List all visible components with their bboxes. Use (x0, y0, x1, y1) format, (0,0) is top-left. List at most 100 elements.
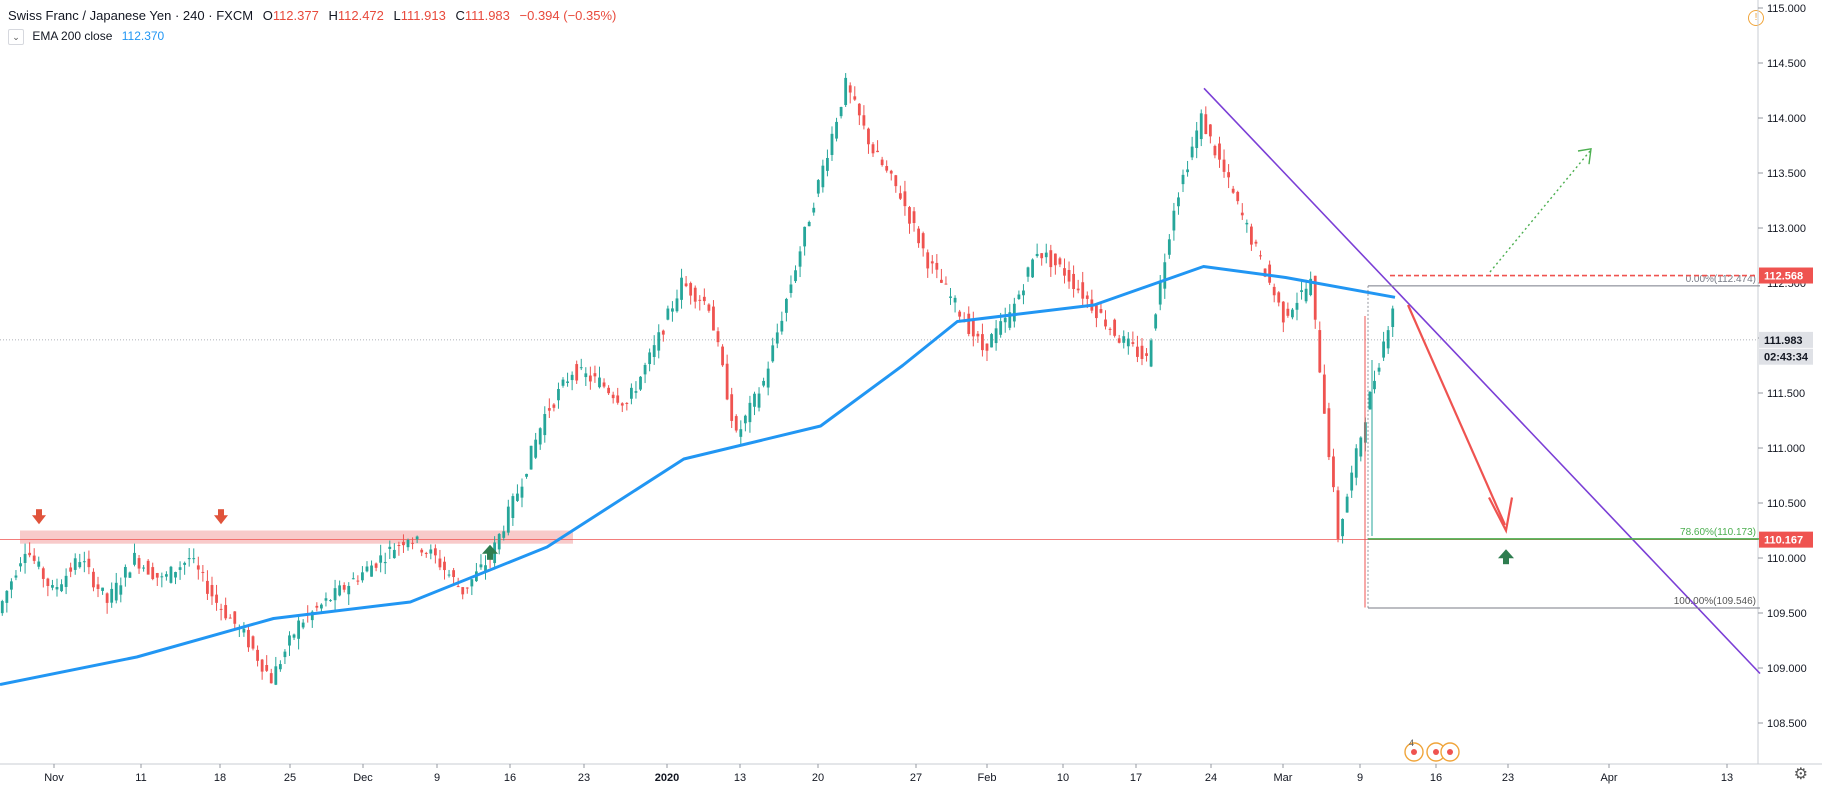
indicator-label[interactable]: EMA 200 close (32, 29, 113, 44)
candle-body (990, 334, 993, 348)
candle-body (370, 565, 373, 577)
candle-body (552, 404, 556, 408)
candle-body (479, 564, 483, 568)
symbol-interval[interactable]: 240 (182, 8, 205, 23)
candle-body (397, 544, 401, 546)
candle-body (1058, 258, 1062, 265)
symbol-title[interactable]: Swiss Franc / Japanese Yen (8, 8, 172, 23)
candle-body (1391, 308, 1395, 328)
up-arrow-2 (1498, 549, 1514, 559)
countdown-tag-text: 02:43:34 (1764, 352, 1809, 364)
candle-body (1136, 346, 1139, 357)
event-badge-2-dot (1433, 749, 1439, 755)
candle-body (853, 96, 857, 100)
candle-body (607, 387, 611, 394)
candle-body (725, 363, 729, 400)
chevron-down-icon[interactable]: ⌄ (8, 29, 24, 45)
candle-body (857, 103, 861, 116)
candle-body (598, 377, 601, 388)
candle-body (1035, 253, 1039, 257)
candle-body (110, 588, 114, 603)
candle-body (119, 585, 123, 595)
down-arrow-2 (214, 515, 228, 525)
ohlc-change: −0.394 (−0.35%) (519, 8, 617, 23)
candle-body (169, 566, 173, 583)
down-arrow-2-stem (218, 509, 224, 517)
y-tick-label: 114.500 (1767, 58, 1806, 70)
candle-body (1063, 268, 1066, 276)
candle-body (1122, 336, 1126, 343)
candle-body (639, 376, 642, 390)
event-badge-1-dot (1411, 749, 1417, 755)
candle-body (680, 277, 683, 300)
candle-body (1259, 255, 1262, 257)
candle-body (101, 587, 104, 591)
candle-body (41, 568, 45, 579)
candle-body (342, 585, 346, 590)
candle-body (215, 594, 218, 603)
candle-body (269, 673, 273, 684)
candle-body (730, 394, 734, 421)
candle-body (356, 580, 360, 582)
candle-body (242, 628, 246, 633)
candle-body (643, 364, 647, 375)
ohlc-low: 111.913 (400, 8, 446, 23)
candle-body (894, 175, 898, 187)
resistance-price-tag (1759, 267, 1813, 284)
candle-body (1245, 222, 1249, 225)
fib-786-label: 78.60%(110.173) (1680, 527, 1756, 538)
candle-body (1094, 305, 1098, 319)
candle-body (1076, 288, 1080, 291)
candle-body (1341, 519, 1344, 537)
candle-body (183, 562, 187, 565)
candle-body (456, 586, 460, 588)
candle-body (424, 552, 428, 554)
candle-body (648, 352, 652, 365)
candle-body (87, 558, 91, 568)
y-tick-label: 111.500 (1767, 388, 1805, 400)
candle-body (538, 428, 542, 445)
candle-body (288, 635, 291, 646)
candle-body (0, 601, 4, 614)
symbol-legend: Swiss Franc / Japanese Yen · 240 · FXCM … (8, 8, 617, 23)
candle-body (1108, 328, 1112, 330)
x-tick-label: 18 (214, 772, 226, 784)
candle-body (816, 180, 820, 194)
candle-body (402, 541, 405, 546)
candle-body (1181, 174, 1185, 185)
candle-body (233, 611, 237, 624)
candle-body (1254, 241, 1258, 244)
resistance-price-tag-text: 112.568 (1764, 271, 1803, 283)
candle-body (588, 375, 592, 382)
candle-body (1368, 391, 1372, 410)
candle-body (51, 585, 54, 588)
candle-body (671, 308, 674, 312)
candle-body (1172, 210, 1176, 231)
candle-body (657, 332, 661, 351)
candle-body (1240, 212, 1244, 216)
candle-body (297, 620, 301, 639)
candle-body (953, 297, 957, 303)
x-tick-label: Feb (978, 772, 997, 784)
candle-body (584, 373, 588, 378)
candle-body (812, 207, 816, 213)
candle-body (634, 391, 638, 393)
candle-body (903, 191, 907, 207)
candle-body (319, 604, 323, 609)
candle-body (206, 580, 209, 594)
candle-body (1195, 130, 1199, 149)
candle-body (529, 445, 533, 470)
x-tick-label: Mar (1274, 772, 1293, 784)
candle-body (1081, 282, 1085, 299)
alert-icon[interactable]: ! (1748, 10, 1764, 26)
candle-body (32, 555, 36, 561)
candle-body (164, 574, 168, 577)
candle-body (826, 157, 829, 171)
candle-body (1167, 239, 1171, 255)
candle-body (898, 193, 902, 199)
candle-body (1126, 338, 1130, 347)
candle-body (137, 558, 141, 569)
gear-icon[interactable]: ⚙ (1793, 766, 1808, 783)
candle-body (675, 298, 679, 312)
